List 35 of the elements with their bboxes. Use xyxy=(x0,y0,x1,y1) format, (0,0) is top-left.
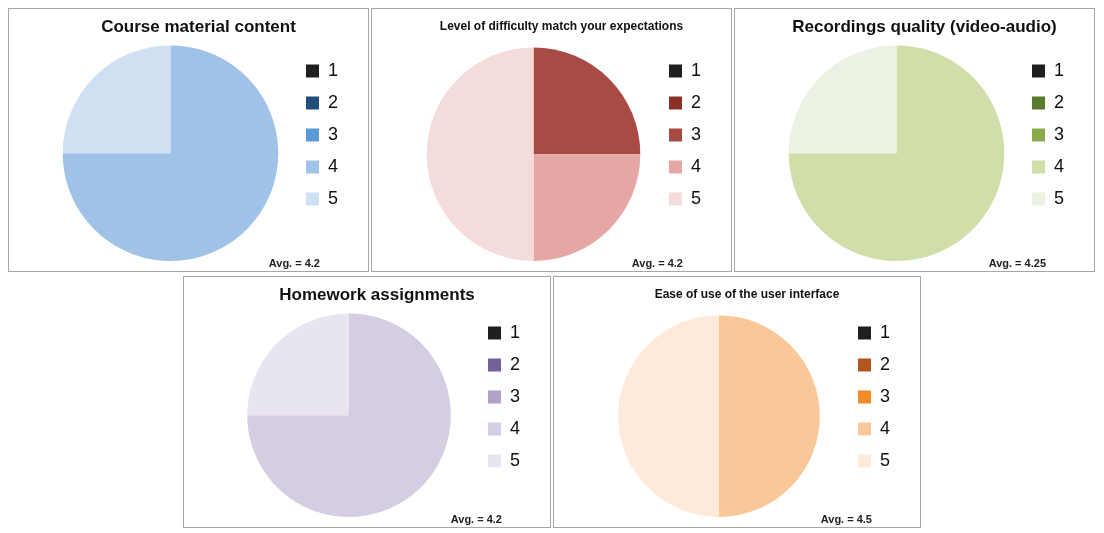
chart-title: Level of difficulty match your expectations xyxy=(439,18,684,33)
legend-label: 1 xyxy=(509,321,520,342)
legend-label: 2 xyxy=(879,353,890,374)
legend-label: 2 xyxy=(690,91,701,112)
legend-label: 5 xyxy=(690,187,701,208)
legend-label: 1 xyxy=(327,59,338,80)
legend-label: 4 xyxy=(327,155,338,176)
legend-label: 3 xyxy=(327,123,338,144)
legend-label: 5 xyxy=(327,187,338,208)
legend-label: 1 xyxy=(879,321,890,342)
chart-title: Course material content xyxy=(101,16,297,36)
legend-label: 3 xyxy=(1053,123,1064,144)
chart-title: Recordings quality (video-audio) xyxy=(792,16,1057,36)
text: Avg. = 4.25 xyxy=(988,256,1046,269)
text: Avg. = 4.2 xyxy=(268,256,320,269)
legend-label: 5 xyxy=(509,449,520,470)
legend-label: 4 xyxy=(509,417,520,438)
legend-label: 3 xyxy=(879,385,890,406)
legend-label: 1 xyxy=(1053,59,1064,80)
legend-label: 5 xyxy=(879,449,890,470)
text: Avg. = 4.2 xyxy=(631,256,683,269)
chart-title: Ease of use of the user interface xyxy=(654,286,840,301)
legend-label: 3 xyxy=(509,385,520,406)
chart-title: Homework assignments xyxy=(279,284,475,304)
legend-label: 4 xyxy=(879,417,890,438)
legend-label: 2 xyxy=(1053,91,1064,112)
legend-label: 1 xyxy=(690,59,701,80)
text: Avg. = 4.2 xyxy=(450,512,502,525)
legend-label: 5 xyxy=(1053,187,1064,208)
legend-label: 4 xyxy=(1053,155,1064,176)
text: Avg. = 4.5 xyxy=(820,512,872,525)
legend-label: 3 xyxy=(690,123,701,144)
legend-label: 2 xyxy=(327,91,338,112)
legend-label: 2 xyxy=(509,353,520,374)
legend-label: 4 xyxy=(690,155,701,176)
